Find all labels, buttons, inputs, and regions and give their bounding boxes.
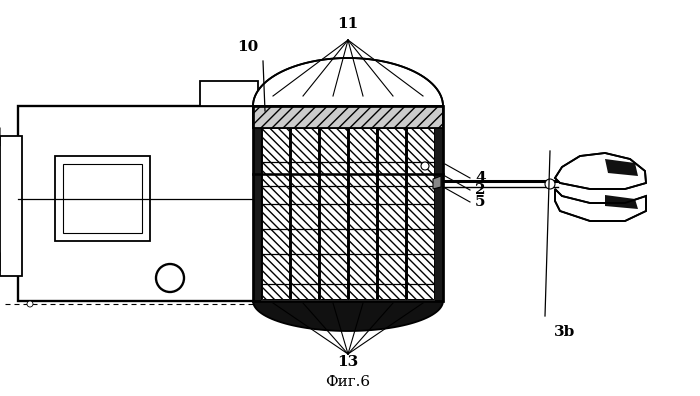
Bar <box>0 136 22 276</box>
Bar <box>407 128 434 174</box>
Bar <box>349 174 376 299</box>
Polygon shape <box>555 153 646 189</box>
Polygon shape <box>555 189 646 221</box>
Bar <box>407 174 434 299</box>
Circle shape <box>545 179 555 189</box>
Bar <box>320 128 347 174</box>
Bar <box>291 128 318 174</box>
Polygon shape <box>253 58 443 106</box>
Bar <box>253 106 261 301</box>
Bar <box>253 106 318 124</box>
Text: Фиг.6: Фиг.6 <box>326 375 370 389</box>
Circle shape <box>156 264 184 292</box>
Circle shape <box>27 301 33 307</box>
Bar <box>200 81 258 106</box>
Polygon shape <box>605 195 638 209</box>
Polygon shape <box>258 106 438 128</box>
Text: 11: 11 <box>337 17 358 31</box>
Text: 3b: 3b <box>554 325 575 339</box>
Bar <box>63 164 142 233</box>
Bar <box>291 174 318 299</box>
Circle shape <box>421 162 429 170</box>
Polygon shape <box>605 159 638 176</box>
Text: 10: 10 <box>237 40 258 54</box>
Bar <box>263 197 281 219</box>
Bar <box>435 106 443 301</box>
Text: 13: 13 <box>337 355 358 369</box>
Polygon shape <box>433 176 441 189</box>
Bar <box>262 174 289 299</box>
Text: 5: 5 <box>475 195 486 209</box>
Bar <box>253 106 443 301</box>
Text: 4: 4 <box>475 171 486 185</box>
Bar <box>262 128 289 174</box>
Polygon shape <box>253 301 443 331</box>
Bar <box>253 106 443 128</box>
Bar <box>18 106 258 301</box>
Bar <box>258 107 280 199</box>
Bar <box>253 106 443 301</box>
Bar <box>258 209 280 301</box>
Bar <box>378 128 405 174</box>
Text: 2: 2 <box>475 183 486 197</box>
Bar <box>55 156 150 241</box>
Bar <box>349 128 376 174</box>
Bar <box>378 174 405 299</box>
Bar <box>320 174 347 299</box>
